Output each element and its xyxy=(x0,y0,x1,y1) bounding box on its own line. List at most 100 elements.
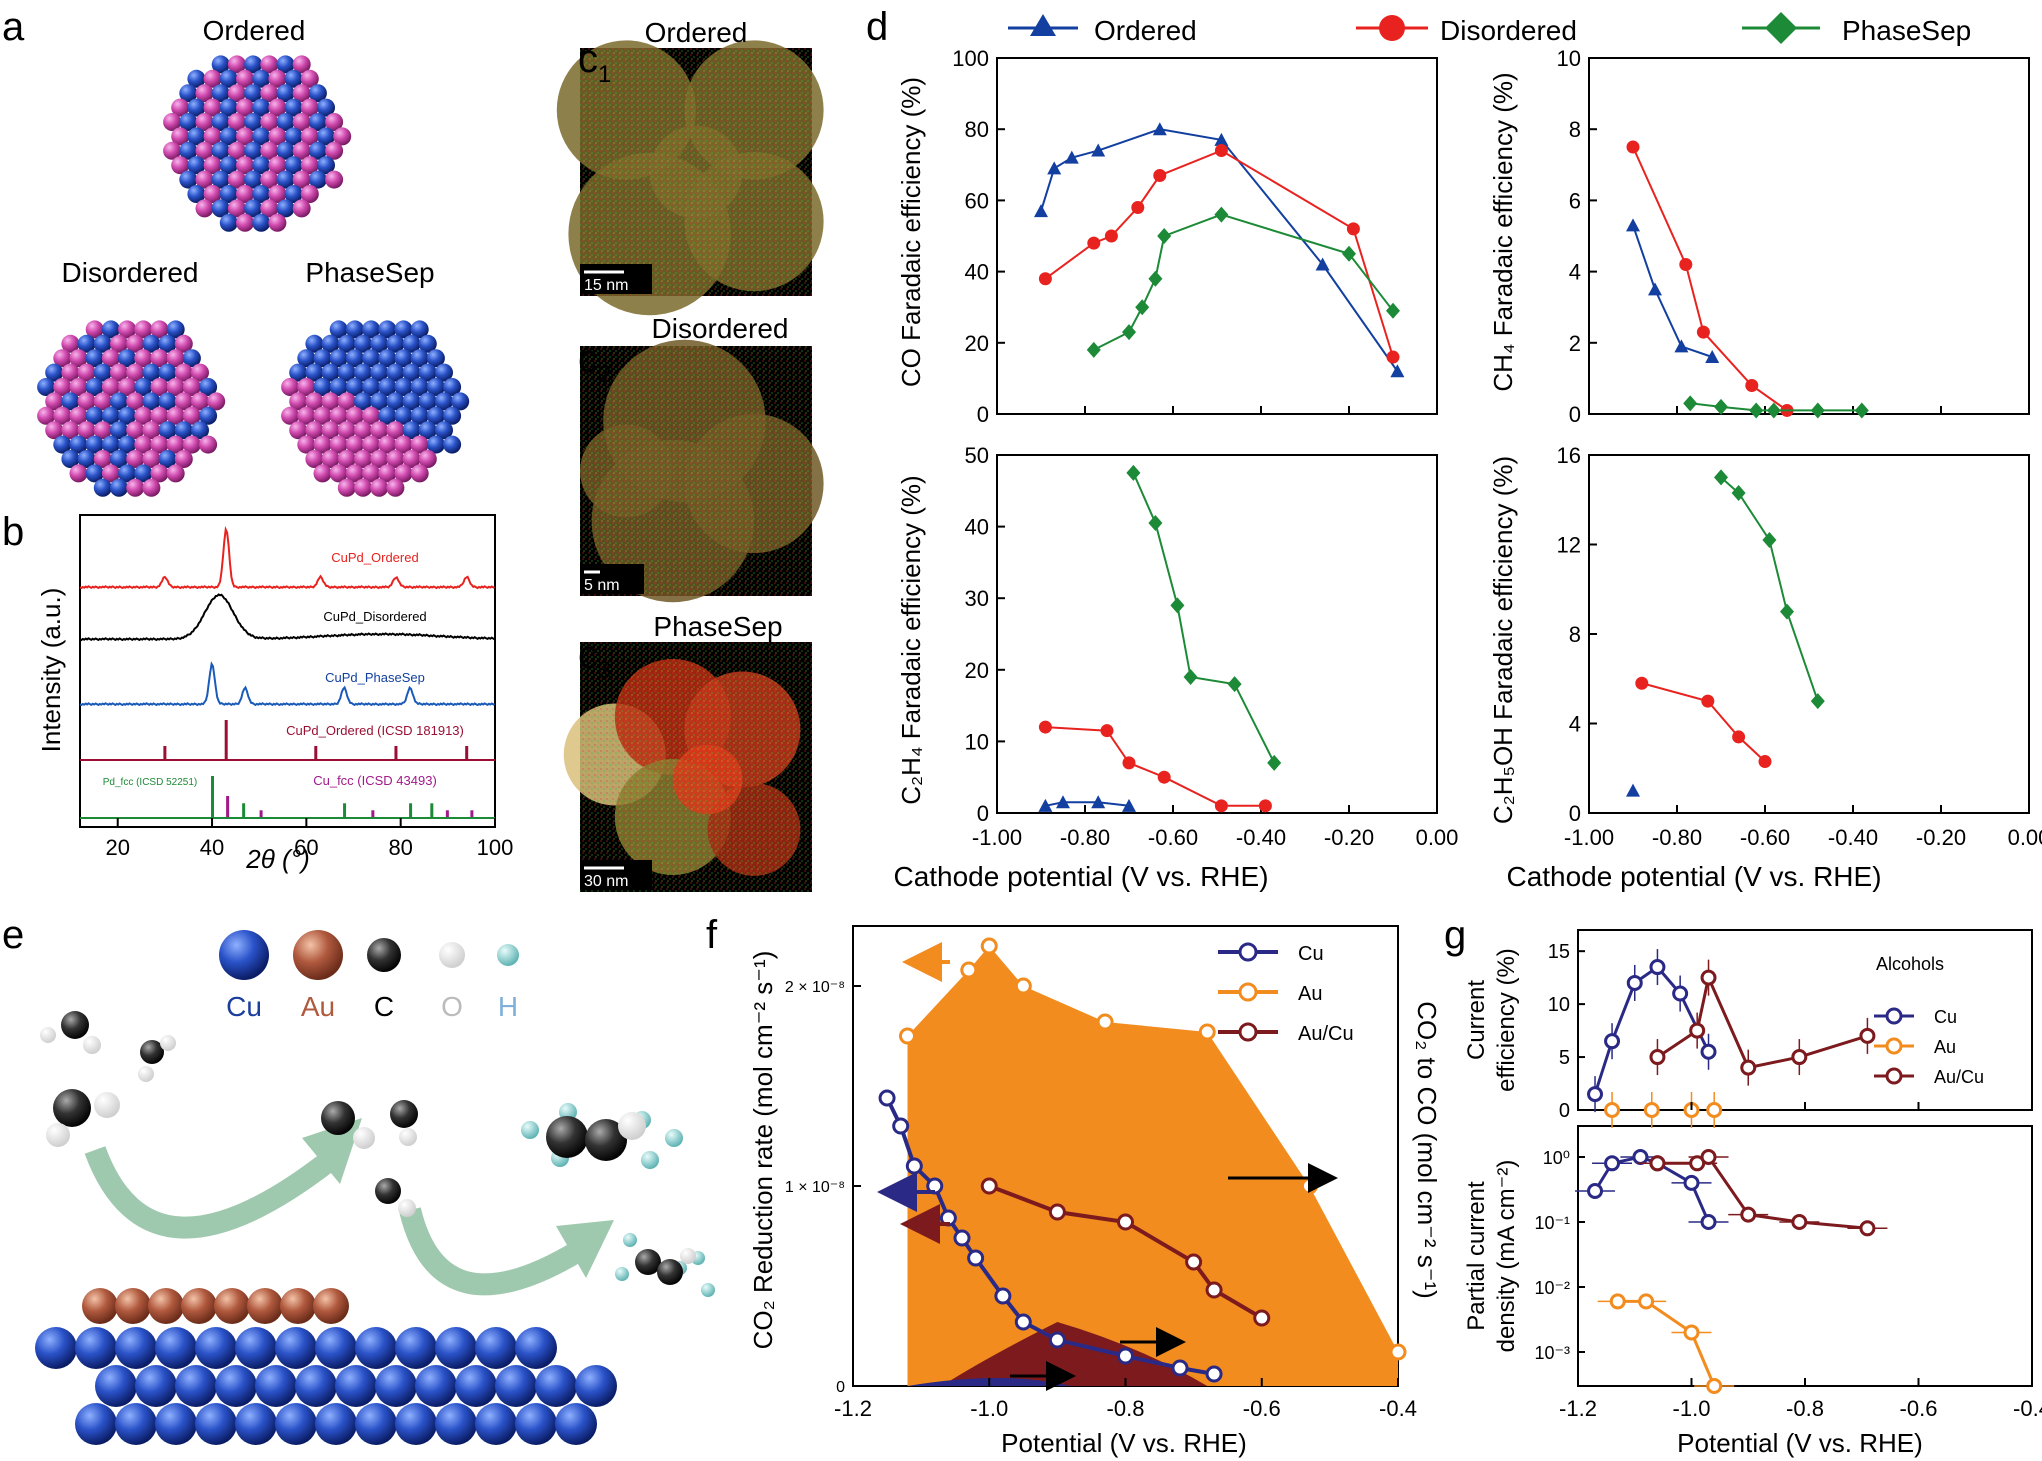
cu-atom xyxy=(179,170,198,189)
pd-atom xyxy=(268,185,287,203)
h-atom xyxy=(615,1267,629,1281)
o-atom xyxy=(353,1127,375,1149)
cu-atom xyxy=(410,349,429,368)
cu-atom xyxy=(85,349,104,368)
g-top-ytick-label: 15 xyxy=(1548,941,1570,963)
g-legend-cu: Cu xyxy=(1934,1007,1957,1027)
cu-atom-icon xyxy=(219,930,269,980)
cu-atom xyxy=(45,363,64,382)
cu-atom xyxy=(85,435,104,454)
map-disordered-scalebar: 5 nm xyxy=(584,577,620,594)
pd-atom xyxy=(268,98,287,117)
pd-atom xyxy=(69,378,88,396)
cu-atom xyxy=(211,84,230,103)
legend-d: Ordered Disordered PhaseSep xyxy=(1008,12,1971,46)
cu-atom xyxy=(219,127,238,146)
g-bottom-au-line xyxy=(1617,1299,1716,1387)
d-ytick-label: 0 xyxy=(977,801,989,826)
cu-atom xyxy=(195,1403,237,1445)
d-ytick-label: 10 xyxy=(1557,46,1581,71)
o-atom xyxy=(94,1092,120,1118)
cu-atom xyxy=(158,334,177,353)
g-top-cu-line xyxy=(1593,965,1710,1095)
o-atom xyxy=(618,1112,646,1140)
o-atom xyxy=(46,1123,70,1147)
cu-atom xyxy=(135,1365,177,1407)
d-point-ordered xyxy=(1056,795,1070,809)
d-ytick-label: 30 xyxy=(965,586,989,611)
h-atom-icon xyxy=(497,944,519,966)
d-point-phasesep xyxy=(1157,228,1172,244)
molecules xyxy=(40,1011,715,1297)
h-atom xyxy=(665,1129,683,1147)
cu-atom xyxy=(394,320,413,339)
cu-atom xyxy=(158,363,177,382)
cu-atom xyxy=(275,1327,317,1369)
cu-atom xyxy=(386,363,405,382)
g-bottom-au-point xyxy=(1609,1293,1626,1310)
cu-atom xyxy=(418,421,437,440)
h-atom xyxy=(521,1121,539,1139)
pd-atom xyxy=(150,320,169,339)
cu-atom xyxy=(235,1403,277,1445)
pd-atom xyxy=(289,421,308,440)
c-atom xyxy=(321,1101,355,1135)
d-ytick-label: 16 xyxy=(1557,443,1581,468)
cu-atom xyxy=(155,1403,197,1445)
cu-atom xyxy=(53,435,72,454)
cu-atom xyxy=(187,127,206,146)
d-point-phasesep xyxy=(1810,402,1825,419)
d-xtick-label: -0.40 xyxy=(1236,825,1286,850)
d-series-disordered xyxy=(1045,726,1266,807)
cu-atom xyxy=(410,320,429,339)
g-bottom-au-point xyxy=(1683,1324,1700,1341)
ordered-title: Ordered xyxy=(203,15,306,46)
cu-atom xyxy=(426,349,445,368)
d-series-ordered xyxy=(1045,801,1130,807)
cu-atom xyxy=(244,84,263,103)
cu-atom xyxy=(451,392,470,411)
d-point-phasesep xyxy=(1780,603,1794,620)
d-point-phasesep xyxy=(1135,299,1150,316)
d1-ylabel: CO Faradaic efficiency (%) xyxy=(896,77,926,387)
cu-point xyxy=(967,1249,985,1267)
pd-atom xyxy=(337,450,356,468)
d-ytick-label: 60 xyxy=(965,188,989,213)
pd-atom xyxy=(191,363,209,382)
cu-atom xyxy=(535,1365,577,1407)
pd-atom xyxy=(260,55,279,74)
d-ytick-label: 8 xyxy=(1569,117,1581,142)
d-series-phasesep xyxy=(1093,213,1394,351)
d-point-phasesep xyxy=(1749,402,1764,419)
d-point-disordered xyxy=(1346,222,1360,236)
cu-atom xyxy=(252,213,271,232)
cu-atom xyxy=(252,98,271,117)
cu-atom xyxy=(455,1365,497,1407)
cu-atom xyxy=(475,1327,517,1369)
cu-atom xyxy=(166,320,185,339)
cu-atom xyxy=(95,1365,137,1407)
cu-atom xyxy=(394,406,413,425)
cu-atom xyxy=(179,113,198,131)
xrd-tick-label: 80 xyxy=(388,835,412,860)
xrd-xlabel: 2θ (°) xyxy=(245,844,310,874)
g-top-aucu-line xyxy=(1656,972,1868,1070)
d-point-disordered xyxy=(1157,770,1171,784)
pd-atom xyxy=(182,378,201,396)
xrd-traces xyxy=(79,525,495,819)
pd-atom xyxy=(386,478,405,497)
cu-atom xyxy=(475,1403,517,1445)
g-top-aucu-point xyxy=(1649,1049,1666,1066)
pd-atom xyxy=(260,84,279,103)
d-ytick-label: 20 xyxy=(965,658,989,683)
d-point-ordered xyxy=(1648,282,1662,296)
cu-atom xyxy=(308,113,327,131)
cu-atom xyxy=(77,450,96,468)
cu-atom xyxy=(219,156,238,175)
f-legend-cu: Cu xyxy=(1298,943,1324,965)
pd-atom xyxy=(236,69,254,88)
cu-atom xyxy=(142,334,161,353)
pd-atom xyxy=(61,363,80,382)
d-point-phasesep xyxy=(1342,245,1356,262)
legend-circle-icon xyxy=(1379,15,1405,41)
